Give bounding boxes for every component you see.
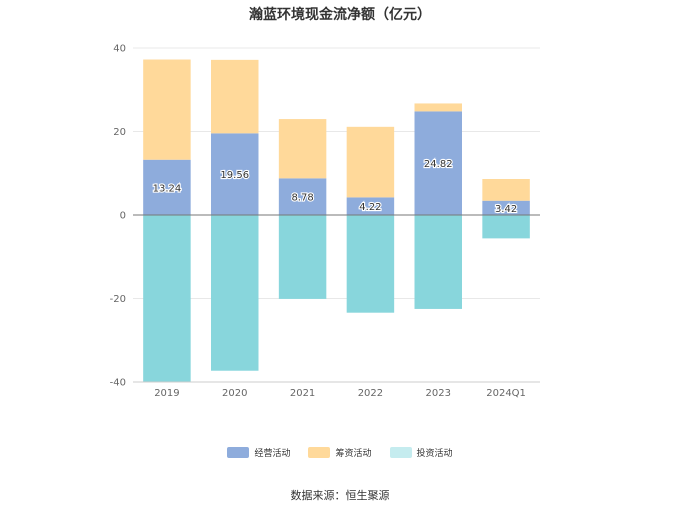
bar-segment — [414, 103, 462, 112]
bar-segment — [143, 159, 191, 215]
y-tick-label: -20 — [110, 294, 126, 305]
legend-swatch-financing — [308, 447, 331, 458]
data-label: 8.78 — [291, 193, 313, 204]
bar-segment — [346, 126, 395, 198]
data-label: 4.22 — [359, 202, 381, 213]
y-tick-label: 20 — [113, 127, 126, 138]
data-label: 24.82 — [424, 159, 453, 170]
bar-segment — [482, 200, 530, 215]
data-labels: 13.24 19.56 8.78 4.22 24.82 3.42 — [151, 158, 518, 216]
legend-item-investing[interactable]: 投资活动 — [389, 446, 453, 459]
x-tick-label: 2021 — [290, 388, 315, 399]
chart-title: 瀚蓝环境现金流净额（亿元） — [249, 7, 431, 23]
x-tick-label: 2023 — [426, 388, 451, 399]
data-label: 19.56 — [220, 170, 249, 181]
legend-swatch-operating — [227, 447, 250, 458]
y-tick-label: 0 — [120, 211, 126, 222]
legend-label-investing: 投资活动 — [416, 449, 453, 459]
y-tick-label: 40 — [113, 44, 126, 55]
bar-segment — [414, 215, 462, 309]
legend-label-operating: 经营活动 — [254, 449, 291, 459]
bars — [143, 59, 530, 382]
bar-segment — [211, 133, 259, 215]
bar-segment — [278, 215, 327, 299]
bar-segment — [482, 215, 530, 239]
bar-segment — [346, 197, 395, 215]
legend: 经营活动 筹资活动 投资活动 — [0, 446, 680, 459]
bar-segment — [346, 215, 395, 313]
source-note: 数据来源：恒生聚源 — [290, 489, 390, 502]
bar-segment — [482, 179, 530, 201]
legend-swatch-investing — [389, 447, 412, 458]
bar-segment — [211, 215, 259, 371]
x-tick-label: 2024Q1 — [486, 388, 526, 399]
bar-segment — [278, 119, 327, 179]
data-label: 3.42 — [495, 204, 517, 215]
legend-label-financing: 筹资活动 — [335, 449, 372, 459]
bar-segment — [414, 111, 462, 215]
x-tick-label: 2022 — [358, 388, 383, 399]
legend-item-financing[interactable]: 筹资活动 — [308, 446, 372, 459]
legend-item-operating[interactable]: 经营活动 — [227, 446, 290, 459]
bar-segment — [278, 178, 327, 215]
data-label: 13.24 — [153, 183, 182, 194]
bar-segment — [143, 59, 191, 160]
x-tick-label: 2019 — [154, 388, 179, 399]
axes: 40 20 0 -20 -40 2019 2020 2021 2022 2023 2024Q1 — [110, 44, 540, 399]
x-tick-label: 2020 — [222, 388, 247, 399]
bar-segment — [211, 59, 259, 134]
bar-segment — [143, 215, 191, 382]
y-tick-label: -40 — [110, 378, 126, 389]
